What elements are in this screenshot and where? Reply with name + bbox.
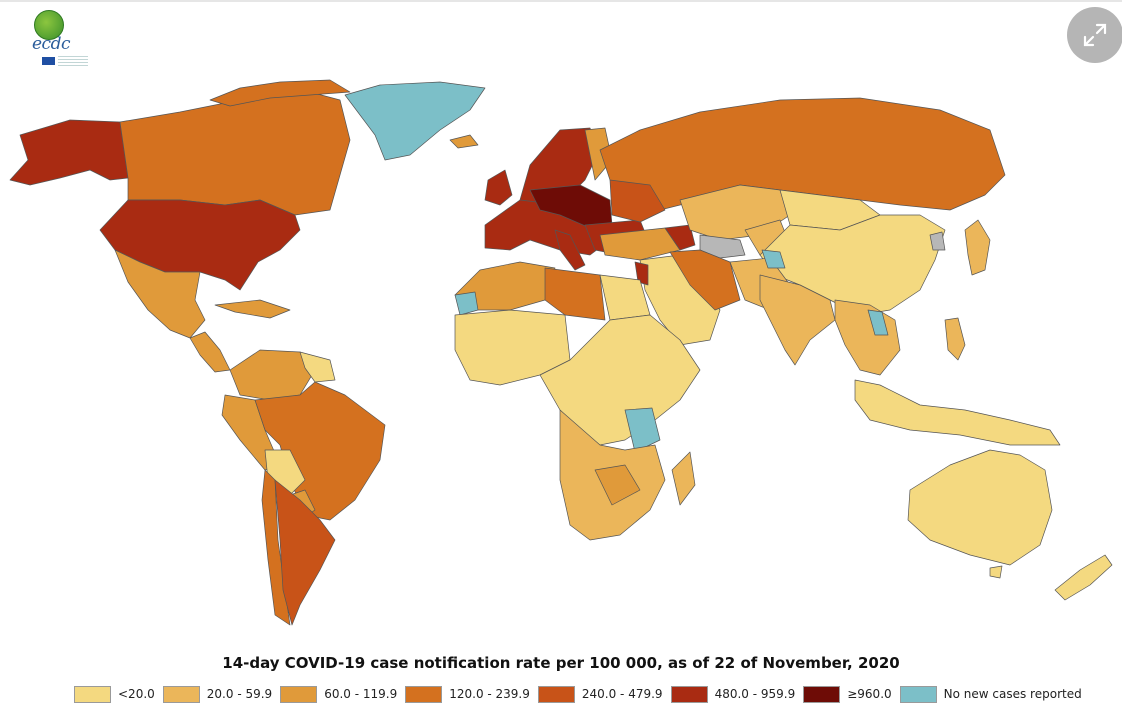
region-japan (964, 219, 991, 276)
region-nepal-tibet (761, 249, 786, 269)
region-iran-iraq (669, 249, 741, 311)
eu-flag-icon (42, 57, 55, 65)
region-mexico (114, 249, 206, 339)
region-india (759, 274, 836, 366)
legend-swatch (803, 685, 841, 703)
region-brazil (254, 381, 386, 521)
region-guianas (299, 351, 336, 383)
region-zambia-mozambique (594, 464, 641, 506)
legend-item: 240.0 - 479.9 (537, 685, 663, 703)
logo-subtext-lines (58, 56, 88, 66)
map-title: 14-day COVID-19 case notification rate p… (222, 654, 900, 672)
region-korea (929, 231, 946, 251)
legend-label: 240.0 - 479.9 (581, 687, 663, 701)
region-tanzania (624, 407, 661, 453)
region-southeast-asia (834, 299, 901, 376)
legend-swatch (74, 685, 111, 703)
legend-swatch (162, 685, 200, 703)
region-alaska (9, 119, 129, 186)
region-western-sahara (454, 291, 479, 316)
legend-swatch (899, 685, 937, 703)
legend-item: 480.0 - 959.9 (670, 685, 796, 703)
region-uk-ireland (484, 169, 513, 206)
expand-button[interactable] (1067, 7, 1122, 63)
top-divider (0, 0, 1122, 2)
legend-item: <20.0 (74, 685, 155, 703)
legend-swatch (537, 685, 575, 703)
region-caribbean (214, 299, 291, 319)
region-madagascar (671, 451, 696, 506)
expand-arrows-icon (1083, 23, 1107, 47)
legend-label: 20.0 - 59.9 (206, 687, 273, 701)
region-caucasus (664, 224, 696, 251)
legend-label: 480.0 - 959.9 (714, 687, 796, 701)
region-canada (119, 89, 351, 216)
legend-item: 60.0 - 119.9 (280, 685, 398, 703)
region-indonesia (854, 379, 1061, 446)
region-central-asia-gray (699, 234, 746, 259)
region-iceland (449, 134, 479, 149)
region-libya (544, 267, 606, 321)
ecdc-logo: ecdc (28, 8, 98, 66)
legend-label: 120.0 - 239.9 (449, 687, 530, 701)
legend-swatch (405, 685, 443, 703)
region-israel-jordan (634, 261, 649, 286)
world-map (9, 79, 1113, 626)
legend-item: No new cases reported (899, 685, 1082, 703)
region-australia (907, 449, 1053, 566)
region-russia (599, 97, 1006, 211)
legend-item: 120.0 - 239.9 (405, 685, 530, 703)
region-ukraine-belarus (609, 179, 666, 223)
legend-item: 20.0 - 59.9 (162, 685, 273, 703)
region-canada-islands (209, 79, 351, 107)
legend-label: 60.0 - 119.9 (324, 687, 398, 701)
region-central-america (189, 331, 231, 373)
logo-text: ecdc (32, 34, 71, 54)
region-new-zealand (1054, 554, 1113, 601)
region-philippines (944, 317, 966, 361)
region-italy (554, 229, 586, 271)
region-colombia-venezuela (229, 349, 316, 401)
region-turkey (599, 227, 681, 261)
ecdc-globe-icon (34, 10, 64, 40)
legend-label: ≥960.0 (847, 687, 892, 701)
region-tasmania (989, 565, 1003, 579)
legend-label: No new cases reported (943, 687, 1082, 701)
legend-swatch (670, 685, 708, 703)
legend-label: <20.0 (118, 687, 155, 701)
map-legend: <20.0 20.0 - 59.9 60.0 - 119.9 120.0 - 239.… (74, 684, 1090, 704)
region-argentina (274, 479, 336, 626)
region-laos (867, 309, 889, 336)
region-greenland (344, 81, 486, 161)
legend-item: ≥960.0 (803, 685, 892, 703)
legend-swatch (280, 685, 318, 703)
